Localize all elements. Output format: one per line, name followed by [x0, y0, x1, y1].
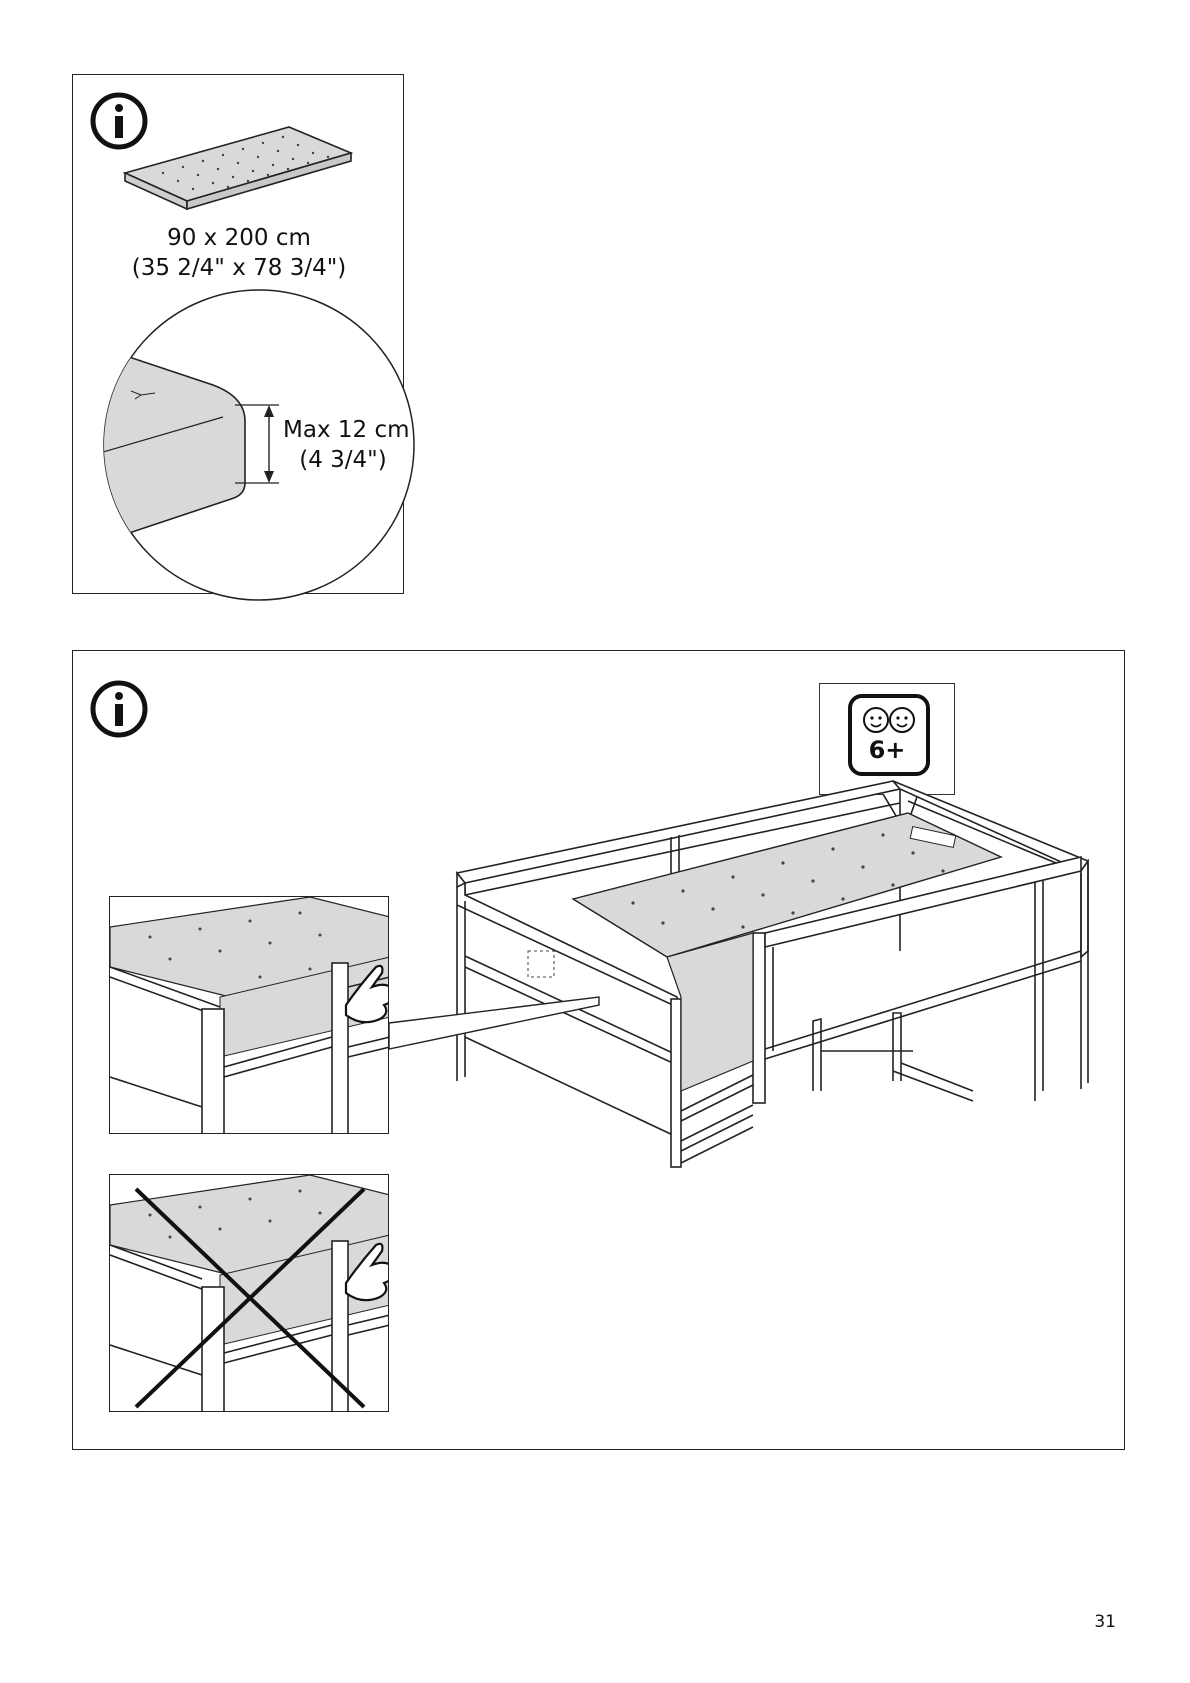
mattress-illustration — [122, 126, 354, 211]
pointing-hand-icon — [344, 1242, 388, 1302]
wrong-placement-illustration — [110, 1175, 388, 1411]
info-icon — [90, 680, 148, 738]
children-faces-icon — [848, 694, 930, 776]
age-warning-panel: 6+ — [72, 650, 1125, 1450]
wrong-placement-detail — [109, 1174, 389, 1412]
mattress-thickness-detail — [103, 289, 415, 601]
max-thickness-imperial: (4 3/4") — [299, 447, 387, 473]
correct-placement-illustration — [110, 897, 388, 1133]
correct-placement-detail — [109, 896, 389, 1134]
info-icon — [90, 92, 148, 150]
max-thickness-label: Max 12 cm (4 3/4") — [283, 415, 410, 475]
pointing-hand-icon — [344, 964, 388, 1024]
cross-mark-icon — [134, 1187, 366, 1409]
mattress-size-label: 90 x 200 cm (35 2/4" x 78 3/4") — [73, 223, 405, 283]
mattress-size-imperial: (35 2/4" x 78 3/4") — [131, 255, 347, 281]
mattress-info-panel: 90 x 200 cm (35 2/4" x 78 3/4") Max 12 c… — [72, 74, 415, 601]
max-thickness-metric: Max 12 cm — [283, 417, 410, 443]
mattress-size-metric: 90 x 200 cm — [167, 225, 311, 251]
loft-bed-illustration — [388, 780, 1090, 1168]
age-label-text: 6+ — [868, 736, 906, 764]
age-label-callout: 6+ — [819, 683, 955, 795]
page-number: 31 — [1094, 1612, 1116, 1632]
